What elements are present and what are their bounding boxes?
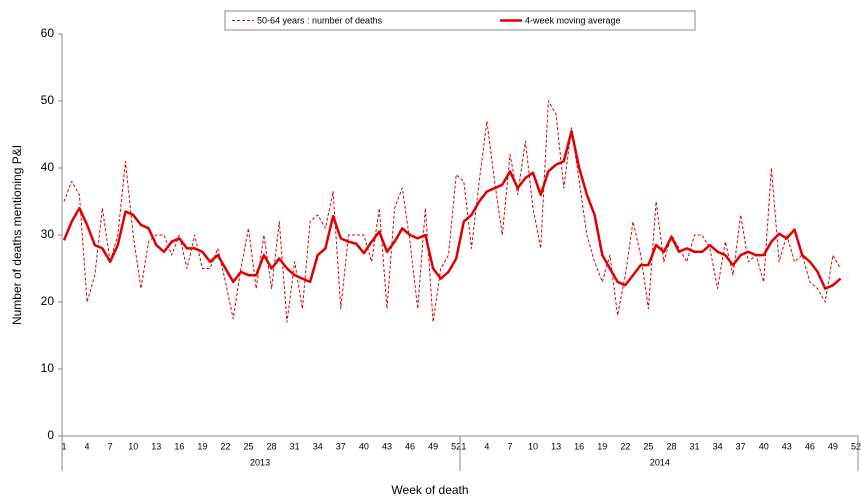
- x-tick-label: 28: [267, 441, 277, 451]
- x-tick-label: 28: [666, 441, 676, 451]
- x-tick-label: 10: [528, 441, 538, 451]
- x-tick-label: 1: [461, 441, 466, 451]
- y-tick-label: 10: [41, 361, 55, 375]
- x-tick-label: 25: [244, 441, 254, 451]
- series-line: [62, 129, 842, 290]
- x-tick-label: 13: [151, 441, 161, 451]
- x-tick-label: 4: [484, 441, 489, 451]
- y-tick-label: 30: [41, 227, 55, 241]
- x-tick-label: 19: [197, 441, 207, 451]
- x-tick-label: 52: [451, 441, 461, 451]
- legend-box: [224, 10, 696, 31]
- y-tick-label: 20: [41, 294, 55, 308]
- x-tick-label: 13: [551, 441, 561, 451]
- x-tick-label: 46: [805, 441, 815, 451]
- x-tick-label: 31: [690, 441, 700, 451]
- x-tick-label: 52: [851, 441, 861, 451]
- x-tick-label: 31: [290, 441, 300, 451]
- legend-label: 50-64 years : number of deaths: [257, 15, 383, 25]
- x-tick-label: 16: [174, 441, 184, 451]
- x-tick-label: 46: [405, 441, 415, 451]
- x-tick-label: 43: [382, 441, 392, 451]
- x-group-label: 2013: [250, 457, 270, 467]
- x-tick-label: 22: [220, 441, 230, 451]
- y-tick-label: 0: [47, 428, 54, 442]
- y-tick-label: 50: [41, 93, 55, 107]
- x-tick-label: 40: [359, 441, 369, 451]
- x-tick-label: 34: [313, 441, 323, 451]
- x-tick-label: 7: [108, 441, 113, 451]
- x-tick-label: 19: [597, 441, 607, 451]
- y-tick-label: 40: [41, 160, 55, 174]
- x-tick-label: 4: [85, 441, 90, 451]
- y-axis-title: Number of deaths mentioning P&I: [10, 145, 24, 325]
- legend-label: 4-week moving average: [525, 15, 621, 25]
- x-tick-label: 1: [61, 441, 66, 451]
- x-tick-label: 37: [336, 441, 346, 451]
- x-tick-label: 34: [713, 441, 723, 451]
- x-tick-label: 10: [128, 441, 138, 451]
- x-tick-label: 49: [428, 441, 438, 451]
- y-tick-label: 60: [41, 26, 55, 40]
- series-line: [63, 100, 842, 323]
- x-axis-title: Week of death: [391, 483, 468, 497]
- x-tick-label: 7: [507, 441, 512, 451]
- x-tick-label: 16: [574, 441, 584, 451]
- x-tick-label: 49: [828, 441, 838, 451]
- x-tick-label: 43: [782, 441, 792, 451]
- x-tick-label: 37: [736, 441, 746, 451]
- x-group-label: 2014: [650, 457, 670, 467]
- x-tick-label: 22: [620, 441, 630, 451]
- x-tick-label: 40: [759, 441, 769, 451]
- x-tick-label: 25: [643, 441, 653, 451]
